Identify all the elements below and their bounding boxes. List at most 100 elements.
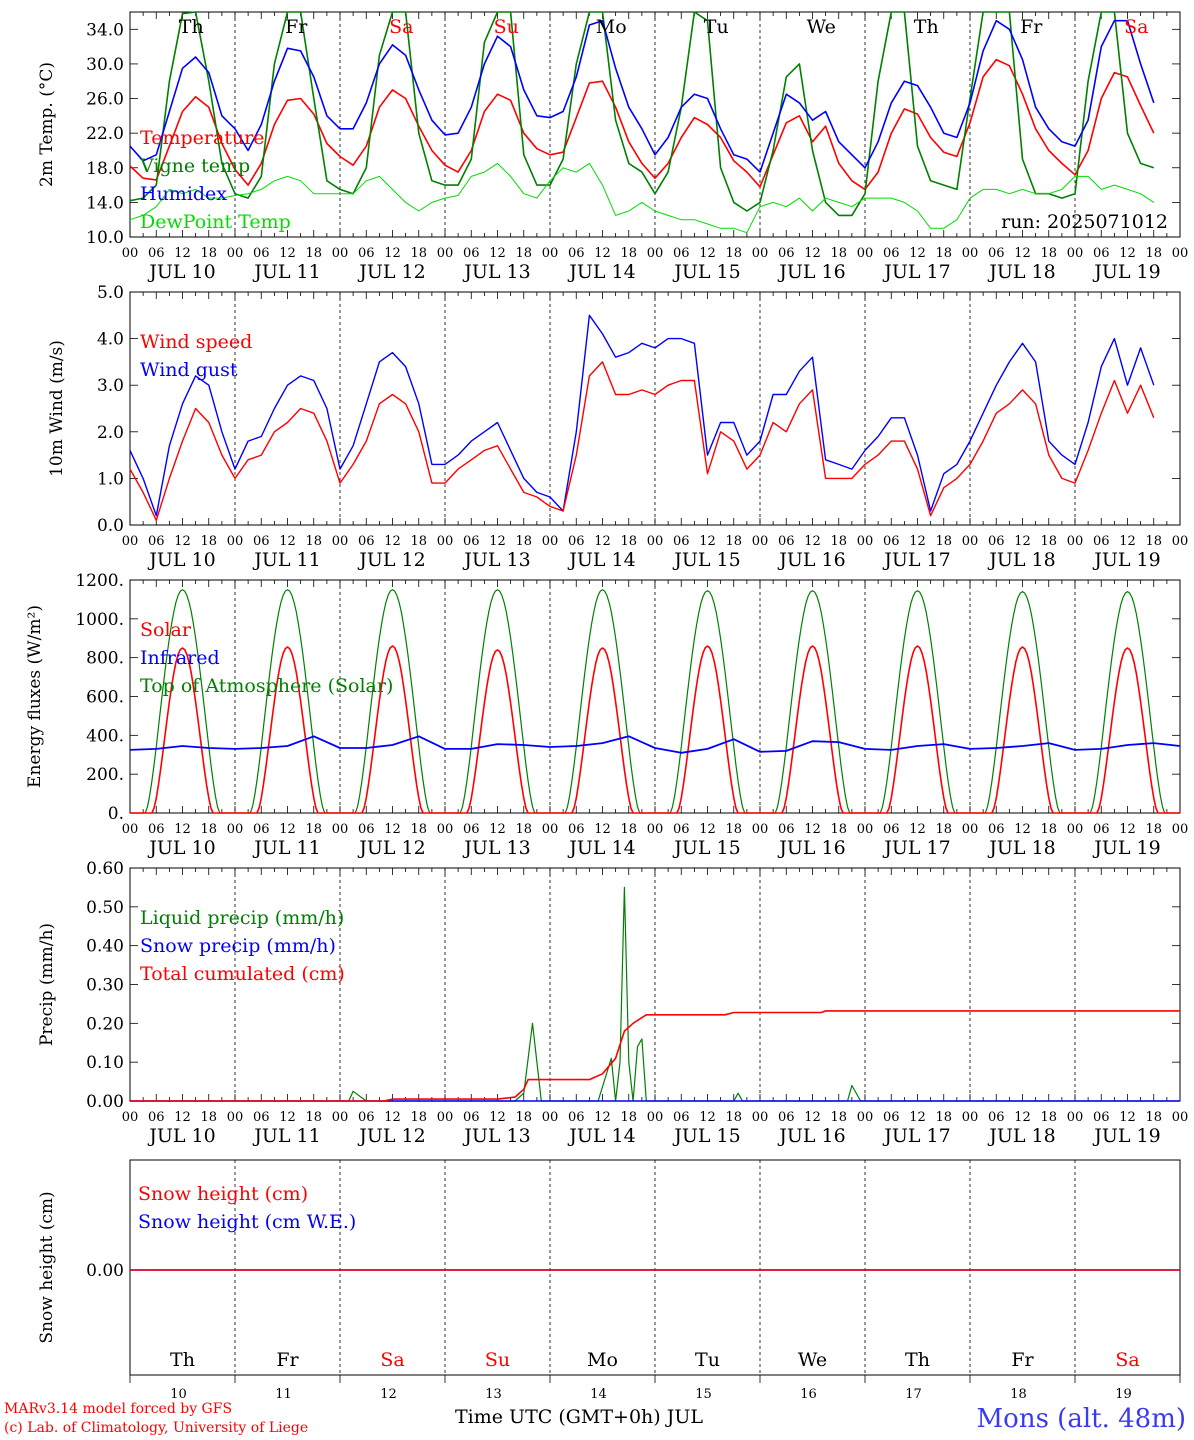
hour-label: 12 xyxy=(174,822,191,837)
hour-label: 00 xyxy=(437,246,454,261)
hour-label: 00 xyxy=(122,246,139,261)
hour-label: 06 xyxy=(883,246,900,261)
hour-label: 00 xyxy=(542,246,559,261)
hour-label: 12 xyxy=(1014,534,1031,549)
hour-label: 00 xyxy=(122,534,139,549)
hour-label: 12 xyxy=(384,1110,401,1125)
hour-label: 06 xyxy=(1093,822,1110,837)
y-tick-label: 26.0 xyxy=(86,90,124,110)
hour-label: 18 xyxy=(725,1110,742,1125)
lab-credit: (c) Lab. of Climatology, University of L… xyxy=(4,1420,309,1436)
hour-label: 18 xyxy=(620,246,637,261)
series-line-wind-gust xyxy=(129,314,1155,517)
hour-label: 06 xyxy=(883,822,900,837)
hour-label: 18 xyxy=(1040,534,1057,549)
hour-label: 12 xyxy=(279,534,296,549)
y-axis-title: Energy fluxes (W/m²) xyxy=(25,605,45,788)
day-label: JUL 19 xyxy=(1092,261,1160,283)
hour-label: 00 xyxy=(1067,246,1084,261)
hour-label: 06 xyxy=(988,1110,1005,1125)
hour-label: 12 xyxy=(384,822,401,837)
day-number-label: 10 xyxy=(170,1387,187,1402)
day-label: JUL 14 xyxy=(567,1125,635,1147)
weekday-label-bottom: We xyxy=(798,1349,827,1371)
day-number-label: 18 xyxy=(1010,1387,1027,1402)
hour-label: 12 xyxy=(1014,822,1031,837)
hour-label: 12 xyxy=(909,246,926,261)
hour-label: 06 xyxy=(883,1110,900,1125)
hour-label: 18 xyxy=(1145,822,1162,837)
hour-label: 18 xyxy=(305,822,322,837)
hour-label: 06 xyxy=(1093,246,1110,261)
day-label: JUL 15 xyxy=(672,261,740,283)
hour-label: 18 xyxy=(725,822,742,837)
hour-label: 12 xyxy=(1119,822,1136,837)
hour-label: 00 xyxy=(227,1110,244,1125)
hour-label: 12 xyxy=(594,822,611,837)
hour-label: 12 xyxy=(279,822,296,837)
hour-label: 18 xyxy=(305,534,322,549)
hour-label: 18 xyxy=(1040,822,1057,837)
y-axis-title: Precip (mm/h) xyxy=(37,923,57,1046)
weekday-label-top: Sa xyxy=(1124,16,1148,38)
day-label: JUL 16 xyxy=(777,1125,845,1147)
hour-label: 00 xyxy=(227,246,244,261)
hour-label: 06 xyxy=(778,1110,795,1125)
day-label: JUL 17 xyxy=(882,837,950,859)
hour-label: 12 xyxy=(279,246,296,261)
day-number-label: 15 xyxy=(695,1387,712,1402)
hour-label: 12 xyxy=(279,1110,296,1125)
hour-label: 18 xyxy=(830,246,847,261)
y-axis-title: 10m Wind (m/s) xyxy=(47,340,67,477)
day-label: JUL 18 xyxy=(987,549,1055,571)
hour-label: 06 xyxy=(778,534,795,549)
hour-label: 06 xyxy=(568,1110,585,1125)
y-tick-label: 0.30 xyxy=(86,976,124,996)
hour-label: 06 xyxy=(253,246,270,261)
legend-vigne-temp: Vigne temp xyxy=(139,155,250,177)
day-label: JUL 17 xyxy=(882,549,950,571)
hour-label: 00 xyxy=(437,1110,454,1125)
hour-label: 00 xyxy=(1067,1110,1084,1125)
hour-label: 18 xyxy=(935,1110,952,1125)
hour-label: 00 xyxy=(857,246,874,261)
hour-label: 06 xyxy=(1093,1110,1110,1125)
weekday-label-bottom: Mo xyxy=(587,1349,618,1371)
hour-label: 00 xyxy=(647,822,664,837)
y-tick-label: 1200. xyxy=(75,571,124,591)
hour-label: 18 xyxy=(200,534,217,549)
hour-label: 00 xyxy=(962,246,979,261)
y-tick-label: 4.0 xyxy=(97,330,124,350)
y-tick-label: 0.50 xyxy=(86,898,124,918)
hour-label: 00 xyxy=(332,534,349,549)
legend-humidex: Humidex xyxy=(140,183,227,205)
hour-label: 12 xyxy=(174,534,191,549)
hour-label: 18 xyxy=(410,822,427,837)
weekday-label-bottom: Sa xyxy=(380,1349,404,1371)
hour-label: 18 xyxy=(200,246,217,261)
hour-label: 00 xyxy=(647,246,664,261)
hour-label: 00 xyxy=(647,1110,664,1125)
day-label: JUL 13 xyxy=(462,549,530,571)
hour-label: 12 xyxy=(1119,246,1136,261)
hour-label: 18 xyxy=(620,1110,637,1125)
hour-label: 00 xyxy=(647,534,664,549)
y-tick-label: 18.0 xyxy=(86,159,124,179)
hour-label: 00 xyxy=(227,822,244,837)
hour-label: 00 xyxy=(752,822,769,837)
day-label: JUL 10 xyxy=(147,837,215,859)
hour-label: 06 xyxy=(148,1110,165,1125)
hour-label: 18 xyxy=(830,822,847,837)
hour-label: 00 xyxy=(752,1110,769,1125)
legend-snow-height-cm-w-e-: Snow height (cm W.E.) xyxy=(138,1211,356,1233)
hour-label: 12 xyxy=(174,246,191,261)
hour-label: 00 xyxy=(1067,822,1084,837)
hour-label: 00 xyxy=(857,822,874,837)
hour-label: 00 xyxy=(542,822,559,837)
hour-label: 00 xyxy=(542,1110,559,1125)
hour-label: 06 xyxy=(463,246,480,261)
hour-label: 06 xyxy=(358,534,375,549)
hour-label: 00 xyxy=(332,246,349,261)
y-tick-label: 14.0 xyxy=(86,193,124,213)
y-tick-label: 0.40 xyxy=(86,937,124,957)
